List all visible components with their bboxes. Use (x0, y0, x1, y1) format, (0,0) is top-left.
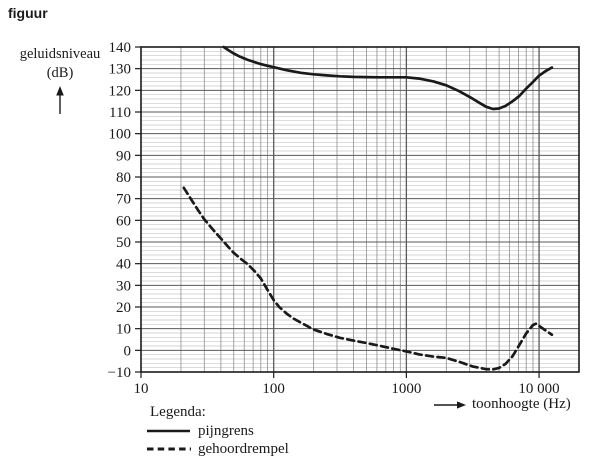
curve-pijngrens (222, 45, 554, 111)
grid-minor-horizontal (141, 50, 579, 369)
dashed-line-swatch (147, 447, 191, 451)
svg-text:10: 10 (134, 381, 149, 397)
svg-text:50: 50 (116, 235, 131, 251)
svg-text:40: 40 (116, 257, 131, 273)
svg-text:80: 80 (116, 170, 131, 186)
y-axis-title: geluidsniveau (dB) (4, 45, 116, 121)
legend-item-label: pijngrens (198, 422, 254, 439)
svg-text:100: 100 (262, 381, 285, 397)
curve-gehoordrempel (182, 186, 554, 371)
up-arrow-icon (4, 85, 116, 121)
figure-title: figuur (8, 5, 48, 21)
svg-text:10 000: 10 000 (518, 381, 559, 397)
svg-text:60: 60 (116, 213, 131, 229)
svg-text:90: 90 (116, 148, 131, 164)
grid-major-horizontal (141, 46, 579, 373)
svg-text:0: 0 (124, 343, 132, 359)
svg-text:10: 10 (116, 322, 131, 338)
legend-item-label: gehoordrempel (198, 440, 289, 457)
svg-text:100: 100 (109, 127, 132, 143)
legend-item-pijngrens: pijngrens (146, 422, 289, 440)
legend: Legenda: pijngrens gehoordrempel (146, 404, 289, 458)
x-axis-title-text: toonhoogte (Hz) (472, 396, 571, 412)
svg-text:1000: 1000 (391, 381, 421, 397)
svg-text:130: 130 (109, 62, 132, 78)
solid-line-swatch (147, 429, 190, 433)
svg-text:140: 140 (109, 40, 132, 56)
x-axis-ticks (140, 372, 540, 378)
legend-item-gehoordrempel: gehoordrempel (146, 440, 289, 458)
plot-frame (140, 46, 580, 373)
y-axis-title-line2: (dB) (46, 64, 74, 81)
svg-text:110: 110 (109, 105, 131, 121)
grid-major-vertical (273, 47, 540, 372)
svg-text:30: 30 (116, 278, 131, 294)
x-tick-labels: 10 100 1000 10 000 (134, 381, 560, 397)
svg-text:120: 120 (109, 83, 132, 99)
x-axis-title: toonhoogte (Hz) (433, 396, 571, 413)
y-axis-ticks (135, 46, 141, 373)
right-arrow-icon (434, 400, 466, 409)
legend-title: Legenda: (150, 404, 206, 420)
svg-text:20: 20 (116, 300, 131, 316)
svg-text:−10: −10 (108, 365, 131, 381)
svg-text:70: 70 (116, 192, 131, 208)
y-axis-title-line1: geluidsniveau (19, 46, 101, 62)
grid-minor-vertical (180, 47, 534, 372)
